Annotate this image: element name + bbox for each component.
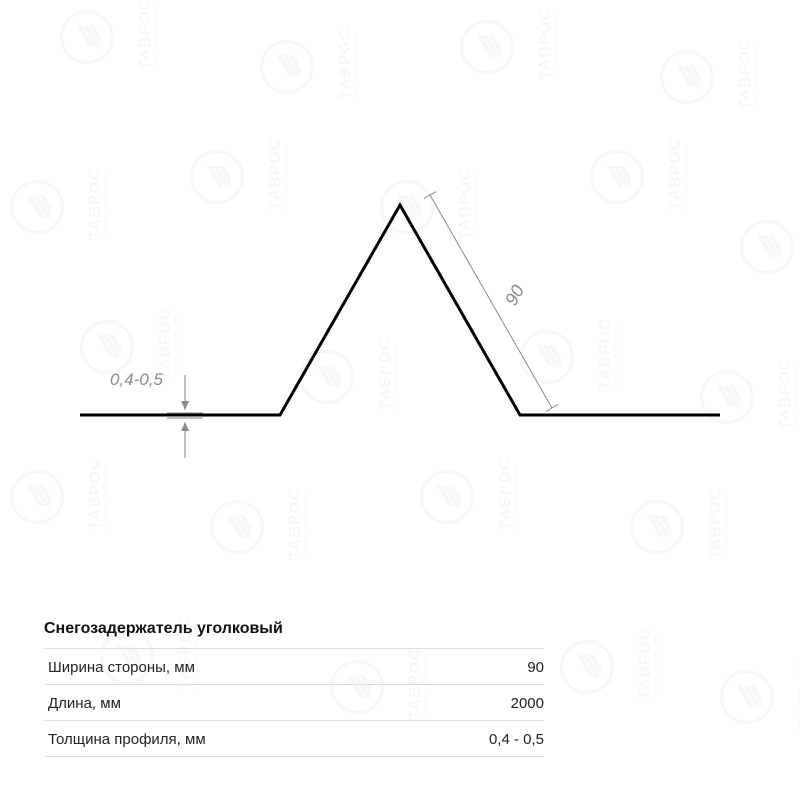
- spec-row-value: 2000: [511, 695, 544, 712]
- spec-row-label: Длина, мм: [48, 695, 121, 712]
- spec-row-value: 90: [527, 659, 544, 676]
- spec-row: Ширина стороны, мм 90: [44, 649, 544, 685]
- spec-row: Длина, мм 2000: [44, 685, 544, 721]
- spec-table: Снегозадержатель уголковый Ширина сторон…: [44, 620, 544, 757]
- dimension-side-tick: [424, 192, 436, 199]
- dimension-thickness-label: 0,4-0,5: [110, 370, 163, 390]
- watermark: ТАВРОСГРУППА КОМПАНИЙ: [560, 640, 614, 694]
- dimension-side-tick: [546, 405, 558, 412]
- spec-row-value: 0,4 - 0,5: [489, 731, 544, 748]
- watermark: ТАВРОСГРУППА КОМПАНИЙ: [720, 670, 774, 724]
- profile-path: [80, 205, 720, 415]
- spec-title: Снегозадержатель уголковый: [44, 620, 544, 649]
- spec-row-label: Ширина стороны, мм: [48, 659, 195, 676]
- dimension-thickness-arrowhead: [181, 422, 189, 431]
- dimension-thickness-arrowhead: [181, 401, 189, 410]
- spec-row: Толщина профиля, мм 0,4 - 0,5: [44, 721, 544, 757]
- profile-diagram: [0, 0, 800, 560]
- spec-row-label: Толщина профиля, мм: [48, 731, 206, 748]
- dimension-side-line: [430, 195, 552, 408]
